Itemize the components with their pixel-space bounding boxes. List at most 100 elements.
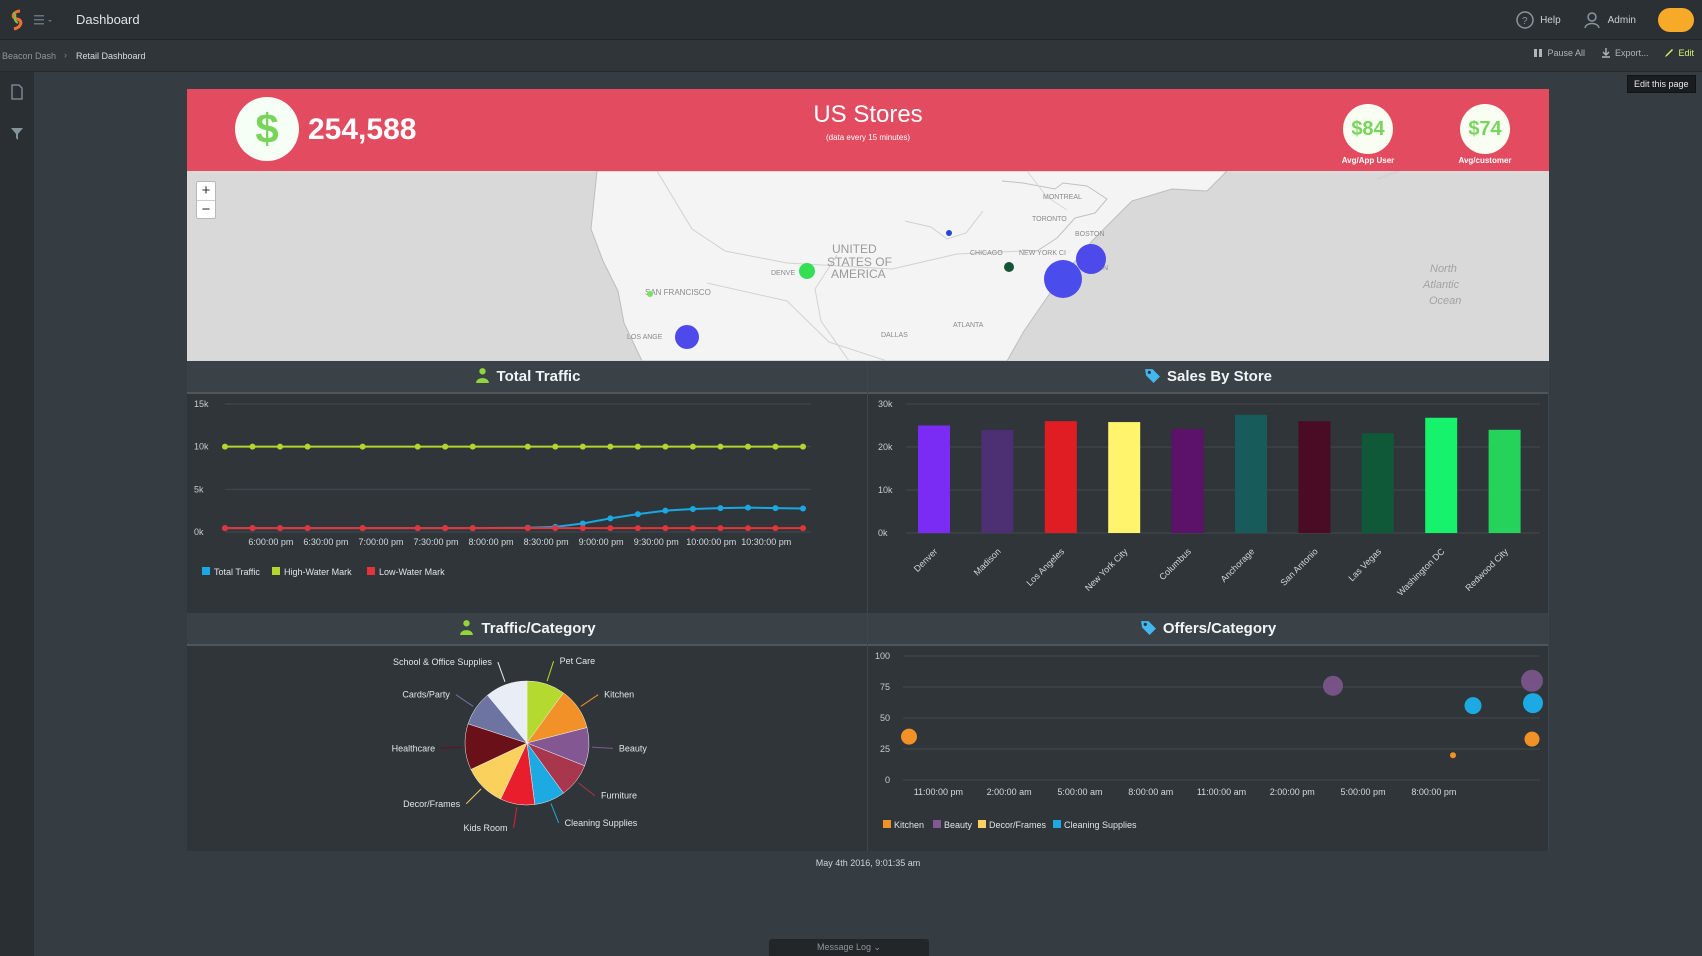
traffic-point <box>469 525 476 532</box>
map-label-montreal: MONTREAL <box>1043 194 1082 201</box>
washington-store-marker <box>1044 260 1082 298</box>
sales-bar <box>1044 421 1077 533</box>
sales-bar <box>1298 421 1331 533</box>
zoom-in-button[interactable]: + <box>201 182 211 199</box>
offers-x-tick: 11:00:00 pm <box>914 787 963 797</box>
pie-label: Beauty <box>619 743 648 753</box>
breadcrumb-beacon-dash[interactable]: Beacon Dash <box>2 51 57 61</box>
person-icon <box>460 620 474 635</box>
app-logo-icon <box>11 9 23 31</box>
traffic-category-header: Traffic/Category <box>187 613 867 646</box>
total-traffic-header: Total Traffic <box>187 361 867 394</box>
breadcrumb-retail-dashboard[interactable]: Retail Dashboard <box>76 51 146 61</box>
offers-legend-swatch <box>933 820 941 828</box>
pause-all-button[interactable]: Pause All <box>1533 48 1585 58</box>
sales-bar <box>1171 428 1204 533</box>
offers-x-tick: 8:00:00 am <box>1128 787 1173 797</box>
edit-button[interactable]: Edit <box>1664 48 1694 58</box>
sales-y-tick: 30k <box>878 399 893 409</box>
pie-label-line <box>497 661 506 683</box>
tag-icon <box>1140 621 1156 635</box>
total-traffic-chart: 15k 10k 5k 0k 6:00:00 pm 6:30:00 pm 7:00:00 pm… <box>194 399 811 577</box>
top-navigation-bar: Dashboard ? Help Admin <box>0 0 1702 40</box>
total-sales-value: 254,588 <box>308 113 417 146</box>
sales-x-tick: San Antonio <box>1278 546 1319 587</box>
offers-x-tick: 2:00:00 pm <box>1270 787 1315 797</box>
total-traffic-title: Total Traffic <box>496 368 581 385</box>
offers-y-tick: 75 <box>880 682 890 692</box>
dollar-icon: $ <box>235 97 299 161</box>
offers-x-tick: 8:00:00 pm <box>1411 787 1456 797</box>
traffic-point <box>662 507 669 514</box>
traffic-point <box>524 443 531 450</box>
traffic-point <box>359 525 366 532</box>
traffic-point <box>634 511 641 518</box>
pie-label: Cleaning Supplies <box>565 818 638 828</box>
map-label-denver: DENVE <box>771 270 795 277</box>
sales-by-store-panel: Sales By Store 30k 20k 10k 0k Denver Madison L… <box>868 361 1549 613</box>
admin-menu[interactable]: Admin <box>1583 10 1636 30</box>
sf-store-marker <box>647 291 653 297</box>
avg-customer-label: Avg/customer <box>1458 156 1512 165</box>
traffic-point <box>717 525 724 532</box>
pie-label-line <box>513 807 518 829</box>
traffic-x-tick: 7:00:00 pm <box>358 537 403 547</box>
sales-x-tick: Washington DC <box>1395 546 1447 598</box>
offers-legend-label: Cleaning Supplies <box>1064 820 1137 830</box>
export-button[interactable]: Export... <box>1601 48 1648 58</box>
traffic-point <box>744 504 751 511</box>
offers-legend-swatch <box>1053 820 1061 828</box>
sales-x-tick: Anchorage <box>1219 546 1257 584</box>
data-timestamp: May 4th 2016, 9:01:35 am <box>815 858 921 868</box>
sales-bar <box>1108 422 1141 533</box>
store-map[interactable]: UNITED STATES OF AMERICA SAN FRANCISCO L… <box>187 171 1549 361</box>
avg-app-user-value: $84 <box>1343 104 1393 154</box>
traffic-point <box>607 515 614 522</box>
offers-x-tick: 11:00:00 am <box>1197 787 1246 797</box>
offers-point <box>1464 697 1482 715</box>
sales-x-tick: New York City <box>1083 546 1130 593</box>
pie-label-line <box>441 746 463 749</box>
sales-x-tick: Madison <box>972 546 1003 577</box>
offers-point <box>901 728 917 745</box>
map-label-boston: BOSTON <box>1075 231 1104 238</box>
traffic-legend-label: Total Traffic <box>214 567 260 577</box>
traffic-point <box>634 443 641 450</box>
traffic-legend-swatch <box>272 567 280 575</box>
traffic-point <box>414 443 421 450</box>
traffic-point <box>579 443 586 450</box>
pie-label: Furniture <box>601 791 637 801</box>
traffic-y-tick: 0k <box>194 527 204 537</box>
offers-x-tick: 5:00:00 pm <box>1341 787 1386 797</box>
help-button[interactable]: ? Help <box>1515 10 1561 30</box>
pie-label: Pet Care <box>560 656 596 666</box>
person-icon <box>475 368 489 383</box>
pie-label: Cards/Party <box>402 690 450 700</box>
pie-label: Healthcare <box>392 743 436 753</box>
message-log-toggle[interactable]: Message Log ⌄ <box>769 939 929 956</box>
map-label-toronto: TORONTO <box>1032 216 1067 223</box>
offers-legend-label: Decor/Frames <box>989 820 1047 830</box>
user-avatar[interactable] <box>1658 8 1694 32</box>
page-icon[interactable] <box>9 84 25 100</box>
page-actions: Pause All Export... Edit <box>1533 48 1694 58</box>
pie-label: Decor/Frames <box>403 799 461 809</box>
traffic-point <box>662 443 669 450</box>
sales-by-store-chart: 30k 20k 10k 0k Denver Madison Los Angeles New Y… <box>878 399 1540 598</box>
traffic-point <box>442 443 449 450</box>
offers-legend-label: Beauty <box>944 820 973 830</box>
traffic-point <box>744 525 751 532</box>
offers-point <box>1521 669 1543 692</box>
menu-icon[interactable] <box>34 13 54 27</box>
traffic-x-tick: 9:30:00 pm <box>634 537 679 547</box>
map-canvas: UNITED STATES OF AMERICA SAN FRANCISCO L… <box>590 171 1461 361</box>
offers-x-tick: 5:00:00 am <box>1057 787 1102 797</box>
avg-app-user-metric: $84 Avg/App User <box>1333 104 1403 165</box>
offers-y-tick: 0 <box>885 775 890 785</box>
sales-y-tick: 10k <box>878 485 893 495</box>
zoom-out-button[interactable]: − <box>197 200 215 218</box>
sales-by-store-title: Sales By Store <box>1166 368 1273 385</box>
traffic-point <box>442 525 449 532</box>
filter-icon[interactable] <box>9 126 25 142</box>
traffic-point <box>359 443 366 450</box>
